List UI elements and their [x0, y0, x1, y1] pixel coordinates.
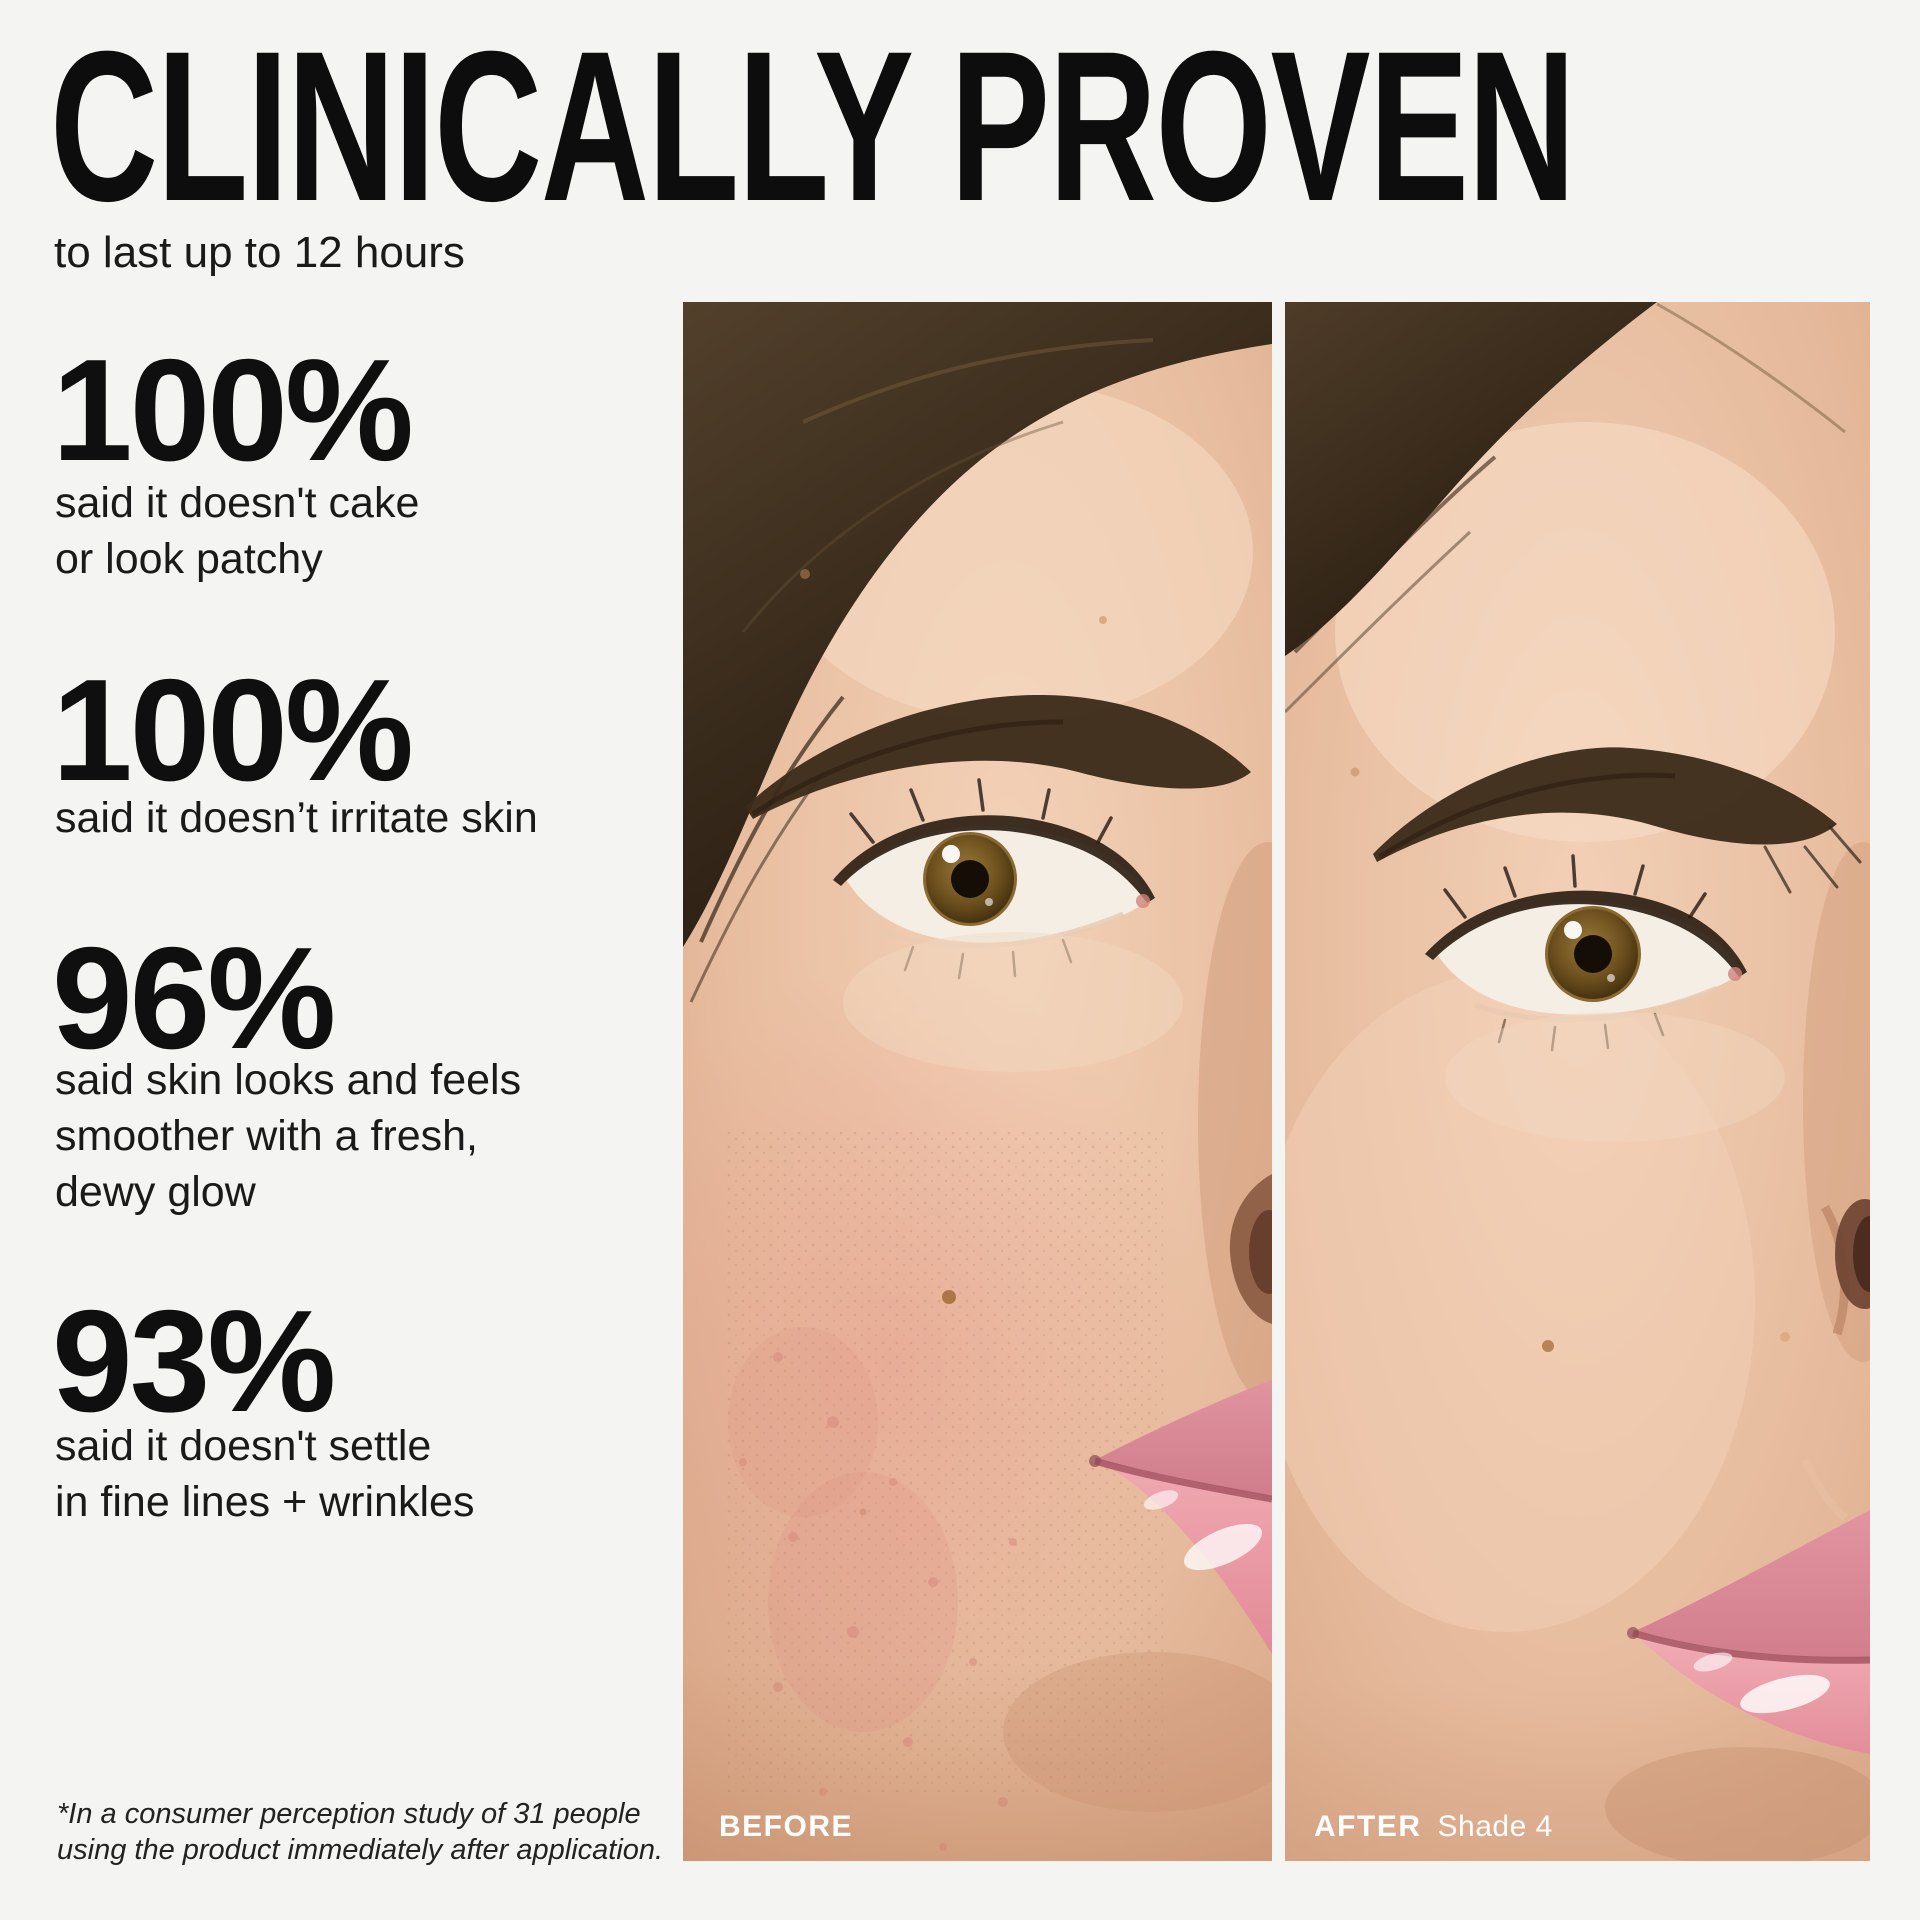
after-label: AFTER [1314, 1810, 1422, 1843]
stat-line: or look patchy [55, 535, 323, 583]
stat-line: in fine lines + wrinkles [55, 1478, 475, 1526]
headline: CLINICALLY PROVEN [50, 7, 1576, 246]
footnote: *In a consumer perception study of 31 pe… [57, 1796, 663, 1868]
stat-line: said it doesn't cake [55, 479, 420, 527]
after-photo: AFTER Shade 4 [1285, 302, 1870, 1861]
before-photo: BEFORE [683, 302, 1272, 1861]
before-face-illustration [683, 302, 1272, 1861]
stat-description: said skin looks and feels smoother with … [55, 1052, 521, 1220]
after-label-group: AFTER Shade 4 [1314, 1810, 1553, 1844]
stat-description: said it doesn’t irritate skin [55, 790, 538, 846]
stat-value: 96% [52, 917, 336, 1079]
after-shade-label: Shade 4 [1437, 1810, 1553, 1843]
footnote-line: *In a consumer perception study of 31 pe… [57, 1798, 641, 1830]
stat-value: 93% [52, 1280, 336, 1442]
after-face-illustration [1285, 302, 1870, 1861]
footnote-line: using the product immediately after appl… [57, 1834, 664, 1866]
subheadline: to last up to 12 hours [54, 228, 465, 277]
stat-line: said skin looks and feels [55, 1056, 522, 1104]
stat-value: 100% [52, 649, 414, 811]
stat-description: said it doesn't settle in fine lines + w… [55, 1418, 474, 1530]
stat-description: said it doesn't cake or look patchy [55, 475, 419, 587]
stat-value: 100% [52, 329, 414, 491]
stat-line: said it doesn't settle [55, 1422, 432, 1470]
stat-line: smoother with a fresh, [55, 1112, 479, 1160]
stat-line: dewy glow [55, 1168, 256, 1216]
stat-line: said it doesn’t irritate skin [55, 794, 538, 842]
before-label: BEFORE [719, 1810, 854, 1843]
